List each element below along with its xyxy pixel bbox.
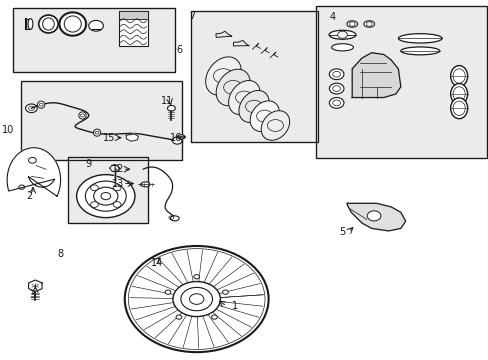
Text: 10: 10 — [2, 125, 14, 135]
Polygon shape — [7, 148, 61, 196]
Ellipse shape — [450, 66, 467, 86]
Bar — [119, 12, 148, 45]
Text: 13: 13 — [112, 179, 124, 189]
Bar — [190, 12, 318, 142]
Ellipse shape — [216, 69, 249, 106]
Circle shape — [337, 31, 346, 39]
Bar — [13, 8, 174, 72]
Bar — [315, 6, 487, 158]
Ellipse shape — [167, 105, 175, 111]
Text: 16: 16 — [170, 133, 182, 143]
Circle shape — [329, 98, 343, 108]
Text: 14: 14 — [150, 258, 163, 268]
Text: 8: 8 — [58, 248, 63, 258]
Text: 9: 9 — [85, 159, 92, 169]
Ellipse shape — [331, 44, 353, 51]
Ellipse shape — [38, 101, 45, 108]
Bar — [20, 81, 182, 160]
Circle shape — [366, 211, 380, 221]
Ellipse shape — [79, 112, 86, 119]
Polygon shape — [346, 203, 405, 231]
Circle shape — [77, 175, 135, 218]
Ellipse shape — [141, 182, 150, 187]
Circle shape — [89, 21, 103, 31]
Circle shape — [165, 290, 170, 294]
Text: 15: 15 — [103, 133, 115, 143]
Ellipse shape — [328, 30, 355, 39]
Circle shape — [329, 69, 343, 80]
Ellipse shape — [450, 84, 467, 104]
Circle shape — [28, 157, 36, 163]
Ellipse shape — [239, 90, 268, 122]
Bar — [20, 81, 182, 160]
Circle shape — [329, 83, 343, 94]
Text: 12: 12 — [112, 164, 124, 174]
Bar — [13, 8, 174, 72]
Ellipse shape — [177, 135, 184, 139]
Ellipse shape — [450, 98, 467, 119]
Circle shape — [176, 315, 182, 319]
Circle shape — [222, 290, 228, 294]
Ellipse shape — [261, 111, 289, 140]
Text: 3: 3 — [29, 291, 36, 301]
Ellipse shape — [400, 47, 439, 55]
Ellipse shape — [346, 21, 357, 27]
Ellipse shape — [250, 101, 279, 131]
Circle shape — [90, 202, 98, 207]
Ellipse shape — [93, 129, 101, 136]
Circle shape — [113, 202, 121, 207]
Polygon shape — [126, 134, 138, 141]
Ellipse shape — [59, 12, 86, 36]
Text: 5: 5 — [339, 227, 345, 237]
Text: 11: 11 — [161, 96, 173, 106]
Text: 4: 4 — [329, 12, 335, 22]
Text: 1: 1 — [231, 301, 237, 311]
Polygon shape — [351, 53, 400, 98]
Text: 2: 2 — [26, 191, 32, 201]
Circle shape — [211, 315, 217, 319]
Circle shape — [124, 246, 268, 352]
Circle shape — [94, 187, 118, 205]
Circle shape — [172, 137, 182, 144]
Ellipse shape — [170, 216, 179, 221]
Ellipse shape — [363, 21, 374, 27]
Text: 7: 7 — [188, 11, 195, 21]
Ellipse shape — [205, 57, 241, 95]
Bar — [119, 12, 148, 19]
Circle shape — [25, 104, 37, 113]
Bar — [68, 157, 148, 223]
Bar — [190, 12, 318, 142]
Circle shape — [113, 185, 121, 191]
Circle shape — [189, 294, 203, 304]
Ellipse shape — [398, 34, 441, 43]
Circle shape — [193, 275, 199, 279]
Circle shape — [90, 185, 98, 191]
Circle shape — [173, 282, 220, 316]
Text: 6: 6 — [176, 45, 183, 55]
Bar — [315, 6, 487, 158]
Bar — [68, 157, 148, 223]
Ellipse shape — [28, 19, 33, 30]
Polygon shape — [28, 280, 42, 292]
Ellipse shape — [228, 81, 260, 114]
Ellipse shape — [39, 15, 58, 33]
